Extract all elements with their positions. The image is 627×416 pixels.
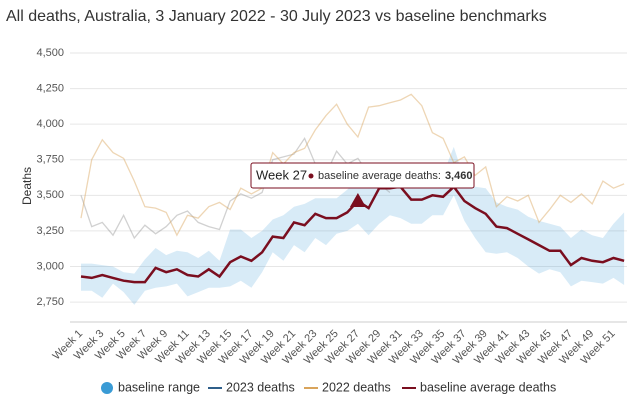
- baseline-range-band: [81, 146, 625, 305]
- tooltip-title: Week 27: [256, 167, 307, 182]
- tooltip-dot: [308, 173, 314, 179]
- y-tick-label: 3,250: [36, 225, 64, 237]
- y-tick-label: 4,500: [36, 47, 64, 59]
- y-axis-label: Deaths: [20, 167, 34, 205]
- chart-title: All deaths, Australia, 3 January 2022 - …: [6, 8, 547, 25]
- tooltip-text: baseline average deaths: 3,460: [318, 170, 472, 182]
- y-tick-label: 4,250: [36, 82, 64, 94]
- y-tick-label: 3,750: [36, 154, 64, 166]
- tooltip-box: [250, 162, 475, 189]
- tooltip-value: 3,460: [445, 170, 473, 182]
- legend-label: 2022 deaths: [322, 380, 391, 394]
- y-tick-label: 3,000: [36, 260, 64, 272]
- y-tick-label: 3,500: [36, 189, 64, 201]
- legend-label: 2023 deaths: [226, 380, 295, 394]
- series-line: [80, 93, 625, 237]
- series-line: [80, 137, 391, 240]
- legend-label: baseline average deaths: [420, 380, 556, 394]
- legend-label: baseline range: [118, 380, 200, 394]
- y-tick-label: 4,000: [36, 118, 64, 130]
- legend-symbol: [101, 382, 113, 394]
- tooltip-label: baseline average deaths:: [318, 170, 441, 182]
- hover-marker: [349, 193, 366, 208]
- y-tick-label: 2,750: [36, 296, 64, 308]
- tooltip: Week 27 baseline average deaths: 3,460: [250, 162, 475, 189]
